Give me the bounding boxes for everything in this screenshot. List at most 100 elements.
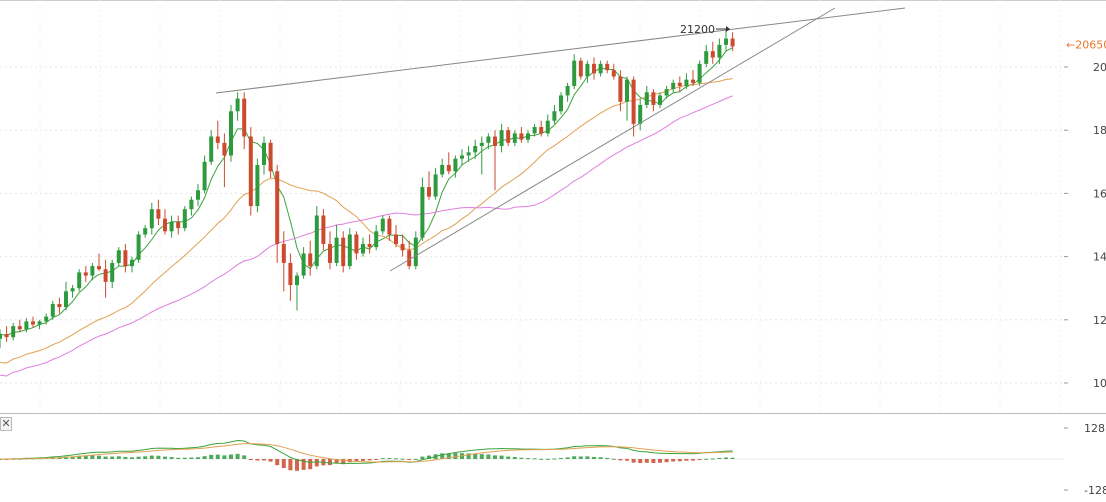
macd-histogram-bar <box>301 459 306 470</box>
macd-histogram-bar <box>598 457 603 459</box>
candle-body <box>710 51 715 58</box>
candle-body <box>493 136 497 146</box>
candle-body <box>334 237 339 263</box>
macd-tick-label: 128 <box>1084 422 1105 435</box>
macd-histogram-bar <box>367 459 372 461</box>
candle-body <box>453 158 458 172</box>
close-indicator-button[interactable]: ✕ <box>0 417 12 431</box>
candle-body <box>24 321 29 330</box>
candle-body <box>222 142 227 156</box>
ma-slow-line <box>0 95 733 377</box>
macd-histogram-bar <box>407 459 412 460</box>
price-tick-label: 18 <box>1093 124 1106 137</box>
candle-body <box>169 221 174 232</box>
macd-histogram-bar <box>97 455 101 459</box>
candle-body <box>499 130 504 146</box>
price-tick-label: 16 <box>1093 187 1106 200</box>
candle-body <box>123 250 128 267</box>
candle-body <box>651 92 656 105</box>
macd-histogram-bar <box>631 459 636 463</box>
candle-body <box>420 187 425 238</box>
close-icon: ✕ <box>1 417 11 430</box>
macd-histogram-bar <box>420 456 425 459</box>
macd-histogram-bar <box>658 459 662 463</box>
candle-body <box>149 209 154 229</box>
candle-body <box>248 136 253 207</box>
macd-histogram-bar <box>565 457 570 459</box>
annotations: 21200 ←20650 <box>680 23 1106 51</box>
candle-body <box>466 152 471 156</box>
price-tick-label: 14 <box>1093 251 1106 264</box>
macd-histogram-bar <box>486 454 491 459</box>
macd-histogram-bar <box>70 456 75 459</box>
candle-body <box>281 243 286 263</box>
last-price-label: ←20650 <box>1066 38 1106 51</box>
macd-histogram-bar <box>466 453 471 459</box>
candle-body <box>229 111 233 156</box>
candle-body <box>526 133 530 140</box>
candle-body <box>182 209 187 229</box>
macd-histogram-bar <box>506 456 511 459</box>
candle-body <box>697 63 702 83</box>
candle-body <box>585 63 590 77</box>
candle-body <box>83 272 88 276</box>
macd-histogram-bar <box>380 458 385 460</box>
macd-histogram-bar <box>539 458 544 460</box>
candle-body <box>196 190 200 200</box>
macd-histogram-bar <box>222 455 227 459</box>
macd-histogram-bar <box>710 458 715 460</box>
macd-histogram-bar <box>473 453 478 459</box>
candle-body <box>209 136 214 162</box>
candle-body <box>103 269 108 282</box>
macd-histogram-bar <box>512 456 517 459</box>
macd-histogram-bar <box>83 455 88 459</box>
macd-histogram-bar <box>479 454 484 459</box>
candle-body <box>704 51 709 64</box>
macd-histogram-bar <box>295 459 299 471</box>
macd-histogram-bar <box>143 456 148 459</box>
macd-histogram-bar <box>400 458 405 460</box>
candle-body <box>684 79 689 86</box>
candle-body <box>460 155 464 159</box>
candle-body <box>308 253 313 267</box>
macd-histogram-bar <box>262 459 266 461</box>
macd-histogram-bar <box>116 456 121 459</box>
candle-body <box>532 127 537 134</box>
macd-histogram-bar <box>90 455 95 459</box>
candle-body <box>130 259 134 267</box>
macd-histogram-bar <box>176 457 181 459</box>
macd-histogram-bar <box>163 456 167 459</box>
support-trend-line <box>389 7 836 272</box>
macd-histogram-bar <box>724 457 728 459</box>
macd-histogram-bar <box>374 459 379 460</box>
macd-histogram-bar <box>275 459 280 466</box>
candle-body <box>691 79 695 83</box>
candle-body <box>380 218 385 232</box>
candle-body <box>301 253 306 276</box>
candle-body <box>413 237 418 267</box>
candle-body <box>605 63 610 71</box>
macd-histogram-bar <box>605 457 610 459</box>
macd-histogram-bar <box>585 456 590 459</box>
price-tick-label: 20 <box>1093 61 1106 74</box>
candle-body <box>57 304 62 308</box>
candle-body <box>433 174 438 197</box>
price-tick-label: 12 <box>1093 314 1106 327</box>
macd-histogram-bar <box>592 456 596 459</box>
macd-histogram-bar <box>149 455 154 459</box>
macd-histogram-bar <box>328 459 332 466</box>
candle-body <box>592 63 596 74</box>
candle-body <box>215 136 220 143</box>
candle-body <box>288 262 293 286</box>
macd-histogram-bar <box>394 458 398 460</box>
candle-body <box>552 111 557 121</box>
candle-body <box>31 321 35 325</box>
candle-body <box>202 161 207 191</box>
macd-histogram-bar <box>209 454 214 459</box>
macd-histogram-bar <box>704 458 709 460</box>
macd-histogram-bar <box>697 459 702 460</box>
candle-body <box>176 221 181 229</box>
macd-histogram-bar <box>453 453 458 459</box>
resistance-label: 21200 <box>680 23 715 36</box>
candle-body <box>506 130 511 143</box>
